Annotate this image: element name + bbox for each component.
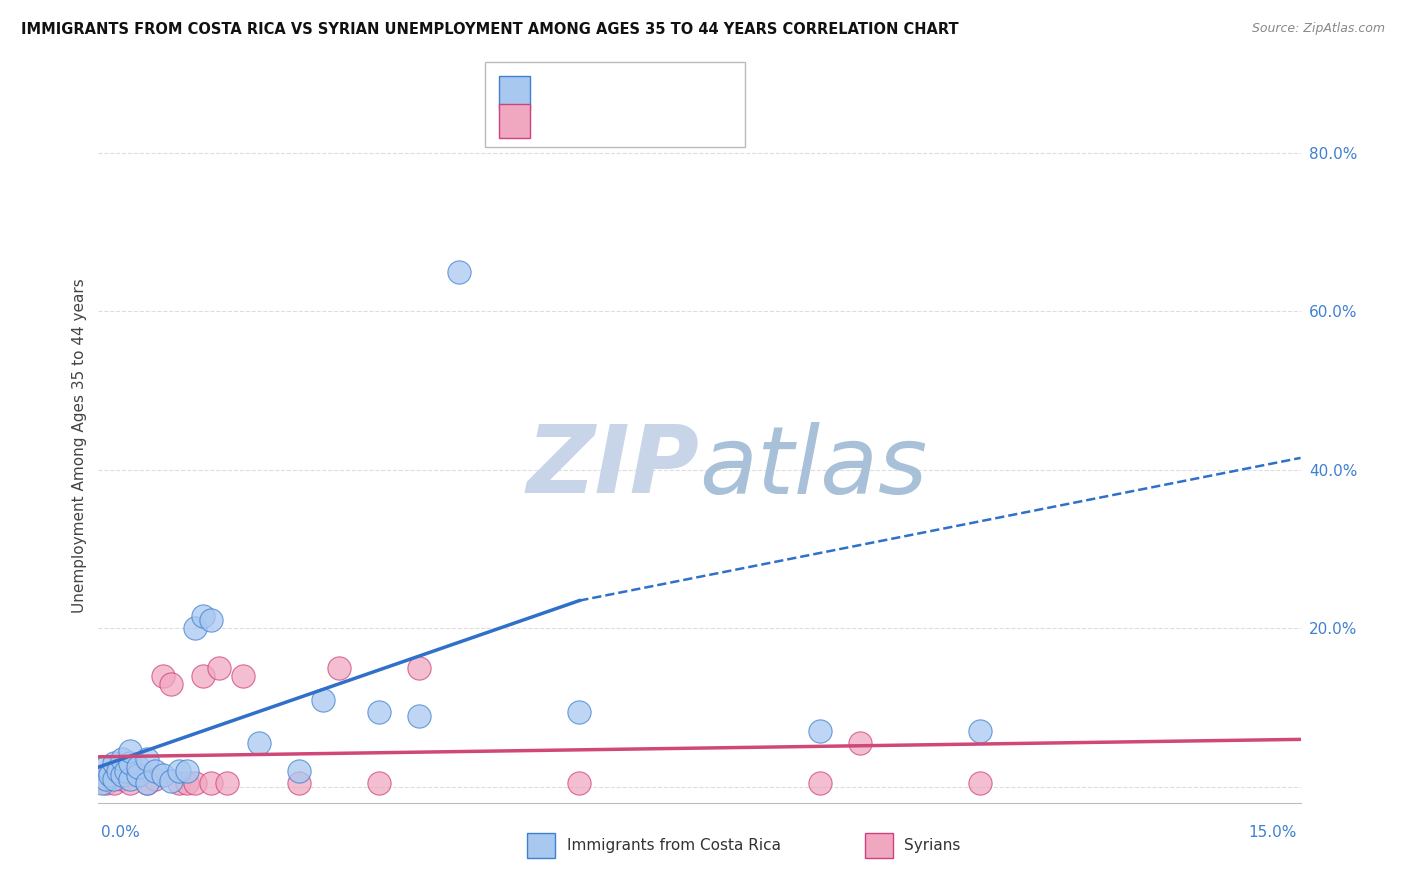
Point xyxy=(808,724,831,739)
Point xyxy=(91,776,114,790)
Point xyxy=(135,776,157,790)
Point xyxy=(115,764,138,778)
Y-axis label: Unemployment Among Ages 35 to 44 years: Unemployment Among Ages 35 to 44 years xyxy=(72,278,87,614)
Point xyxy=(408,708,430,723)
Point xyxy=(167,764,190,778)
Text: IMMIGRANTS FROM COSTA RICA VS SYRIAN UNEMPLOYMENT AMONG AGES 35 TO 44 YEARS CORR: IMMIGRANTS FROM COSTA RICA VS SYRIAN UNE… xyxy=(21,22,959,37)
Point xyxy=(143,764,166,778)
Text: ZIP: ZIP xyxy=(527,421,699,514)
Point xyxy=(447,264,470,278)
Point xyxy=(91,772,114,786)
Point xyxy=(191,609,214,624)
Point xyxy=(103,772,125,786)
Point xyxy=(159,773,181,788)
Point xyxy=(288,776,311,790)
Point xyxy=(568,776,591,790)
Point xyxy=(135,752,157,766)
Point xyxy=(215,776,238,790)
Point xyxy=(96,776,118,790)
Point xyxy=(96,760,118,774)
Point xyxy=(107,764,129,778)
Point xyxy=(103,756,125,771)
Point xyxy=(120,772,142,786)
Point xyxy=(183,776,205,790)
Point xyxy=(368,705,391,719)
Point xyxy=(103,776,125,790)
Point xyxy=(143,772,166,786)
Point xyxy=(247,736,270,750)
Point xyxy=(152,768,174,782)
Point xyxy=(100,768,122,782)
Point xyxy=(312,692,335,706)
Point xyxy=(191,669,214,683)
Point xyxy=(288,764,311,778)
Point xyxy=(183,621,205,635)
Point xyxy=(232,669,254,683)
Point xyxy=(200,614,222,628)
Point xyxy=(128,768,150,782)
Point xyxy=(111,768,134,782)
Point xyxy=(368,776,391,790)
Point xyxy=(808,776,831,790)
Point xyxy=(111,772,134,786)
Point xyxy=(969,724,991,739)
Point xyxy=(100,768,122,782)
Text: R =  0.099   N = 28: R = 0.099 N = 28 xyxy=(544,114,702,128)
Point xyxy=(568,705,591,719)
Point xyxy=(200,776,222,790)
Text: Syrians: Syrians xyxy=(904,838,960,853)
Point xyxy=(128,760,150,774)
Point xyxy=(120,776,142,790)
Point xyxy=(159,677,181,691)
Text: atlas: atlas xyxy=(699,422,928,513)
Point xyxy=(969,776,991,790)
Point xyxy=(135,776,157,790)
Text: Source: ZipAtlas.com: Source: ZipAtlas.com xyxy=(1251,22,1385,36)
Text: 15.0%: 15.0% xyxy=(1249,825,1296,839)
Point xyxy=(408,661,430,675)
Point xyxy=(328,661,350,675)
Point xyxy=(103,764,125,778)
Point xyxy=(167,776,190,790)
Point xyxy=(849,736,872,750)
Point xyxy=(208,661,231,675)
Point xyxy=(176,764,198,778)
Text: 0.0%: 0.0% xyxy=(101,825,141,839)
Point xyxy=(152,669,174,683)
Point xyxy=(120,756,142,771)
Point xyxy=(111,752,134,766)
Point xyxy=(120,744,142,758)
Text: R =  0.316   N = 34: R = 0.316 N = 34 xyxy=(544,86,702,100)
Text: Immigrants from Costa Rica: Immigrants from Costa Rica xyxy=(567,838,780,853)
Point xyxy=(176,776,198,790)
Point xyxy=(128,768,150,782)
Point xyxy=(96,772,118,786)
